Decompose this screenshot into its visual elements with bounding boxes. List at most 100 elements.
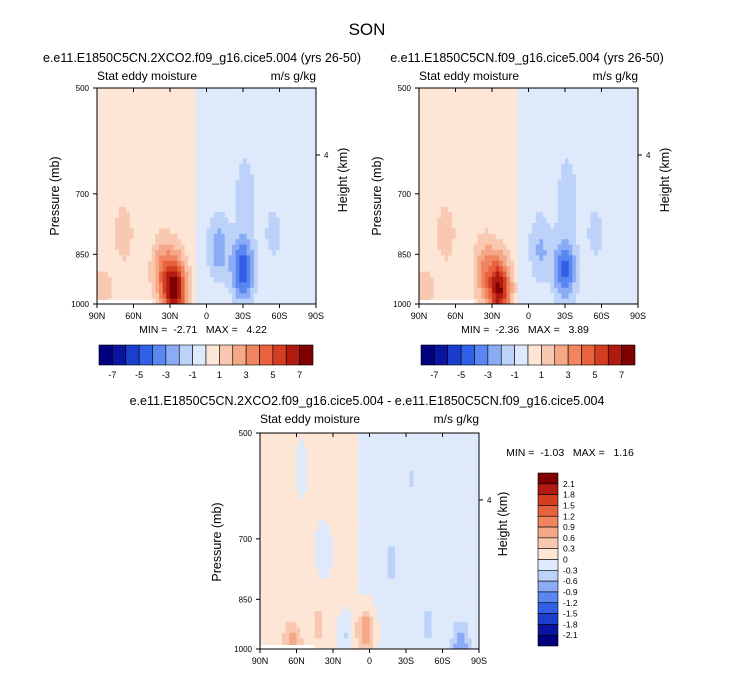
contour-cell xyxy=(224,98,229,105)
contour-cell xyxy=(221,185,226,191)
contour-cell xyxy=(586,266,591,272)
contour-cell xyxy=(195,109,200,116)
contour-cell xyxy=(261,88,266,94)
contour-cell xyxy=(107,147,112,154)
contour-cell xyxy=(459,239,464,245)
contour-cell xyxy=(466,201,471,208)
contour-cell xyxy=(224,217,229,224)
contour-cell xyxy=(140,223,145,229)
contour-cell xyxy=(634,293,638,299)
contour-cell xyxy=(107,109,112,116)
contour-cell xyxy=(162,125,167,132)
contour-cell xyxy=(513,142,518,148)
contour-cell xyxy=(561,93,566,100)
contour-cell xyxy=(601,298,606,304)
contour-cell xyxy=(492,93,497,100)
contour-cell xyxy=(275,298,280,304)
contour-cell xyxy=(513,98,518,105)
contour-cell xyxy=(305,163,310,170)
panel-1-right-label: m/s g/kg xyxy=(271,69,316,83)
contour-cell xyxy=(419,109,424,116)
contour-cell xyxy=(481,169,486,175)
contour-cell xyxy=(261,277,266,283)
contour-cell xyxy=(437,266,442,272)
contour-cell xyxy=(159,196,164,202)
contour-cell xyxy=(492,131,497,137)
contour-cell xyxy=(492,223,497,229)
contour-cell xyxy=(481,287,486,294)
contour-cell xyxy=(422,293,427,299)
contour-cell xyxy=(565,109,570,116)
contour-cell xyxy=(217,104,222,110)
contour-cell xyxy=(568,190,573,197)
contour-cell xyxy=(440,179,445,186)
contour-cell xyxy=(462,206,467,213)
contour-cell xyxy=(217,131,222,137)
contour-cell xyxy=(499,217,504,224)
contour-cell xyxy=(170,136,175,143)
contour-cell xyxy=(535,152,540,159)
contour-cell xyxy=(177,158,182,164)
contour-cell xyxy=(543,185,548,191)
contour-cell xyxy=(100,233,105,240)
contour-cell xyxy=(557,147,562,154)
contour-cell xyxy=(260,632,265,639)
contour-cell xyxy=(217,120,222,127)
contour-cell xyxy=(517,185,522,191)
contour-cell xyxy=(426,228,431,235)
contour-cell xyxy=(521,277,526,283)
contour-cell xyxy=(521,93,526,100)
contour-cell xyxy=(308,142,313,148)
contour-cell xyxy=(426,282,431,289)
contour-cell xyxy=(210,217,215,224)
contour-cell xyxy=(488,260,493,267)
contour-cell xyxy=(634,169,638,175)
contour-cell xyxy=(308,244,313,251)
contour-cell xyxy=(492,250,497,256)
contour-cell xyxy=(286,266,291,272)
contour-cell xyxy=(521,298,526,304)
contour-cell xyxy=(148,98,153,105)
contour-cell xyxy=(466,179,471,186)
contour-cell xyxy=(612,212,617,218)
panel-2-minmax: MIN = -2.36 MAX = 3.89 xyxy=(461,324,589,336)
contour-cell xyxy=(210,196,215,202)
contour-cell xyxy=(543,277,548,283)
contour-cell xyxy=(499,271,504,278)
contour-cell xyxy=(612,109,617,116)
contour-cell xyxy=(140,201,145,208)
contour-cell xyxy=(279,120,284,127)
contour-cell xyxy=(495,136,500,143)
contour-cell xyxy=(623,271,628,278)
contour-cell xyxy=(228,298,233,304)
contour-cell xyxy=(137,201,142,208)
contour-cell xyxy=(528,266,533,272)
contour-cell xyxy=(616,206,621,213)
contour-cell xyxy=(543,179,548,186)
contour-cell xyxy=(111,147,116,154)
contour-cell xyxy=(170,163,175,170)
contour-cell xyxy=(568,136,573,143)
contour-cell xyxy=(521,266,526,272)
contour-cell xyxy=(575,174,580,181)
contour-cell xyxy=(492,212,497,218)
contour-cell xyxy=(605,212,610,218)
contour-cell xyxy=(433,109,438,116)
contour-cell xyxy=(162,298,167,304)
contour-cell xyxy=(575,217,580,224)
contour-cell xyxy=(426,223,431,229)
contour-cell xyxy=(586,206,591,213)
contour-cell xyxy=(246,244,251,251)
contour-cell xyxy=(115,142,120,148)
contour-cell xyxy=(217,190,222,197)
contour-cell xyxy=(279,212,284,218)
contour-cell xyxy=(268,228,273,235)
contour-cell xyxy=(184,169,189,175)
contour-cell xyxy=(433,212,438,218)
contour-cell xyxy=(195,158,200,164)
contour-cell xyxy=(565,174,570,181)
contour-cell xyxy=(100,158,105,164)
contour-cell xyxy=(129,271,134,278)
contour-cell xyxy=(495,282,500,289)
contour-cell xyxy=(579,266,584,272)
